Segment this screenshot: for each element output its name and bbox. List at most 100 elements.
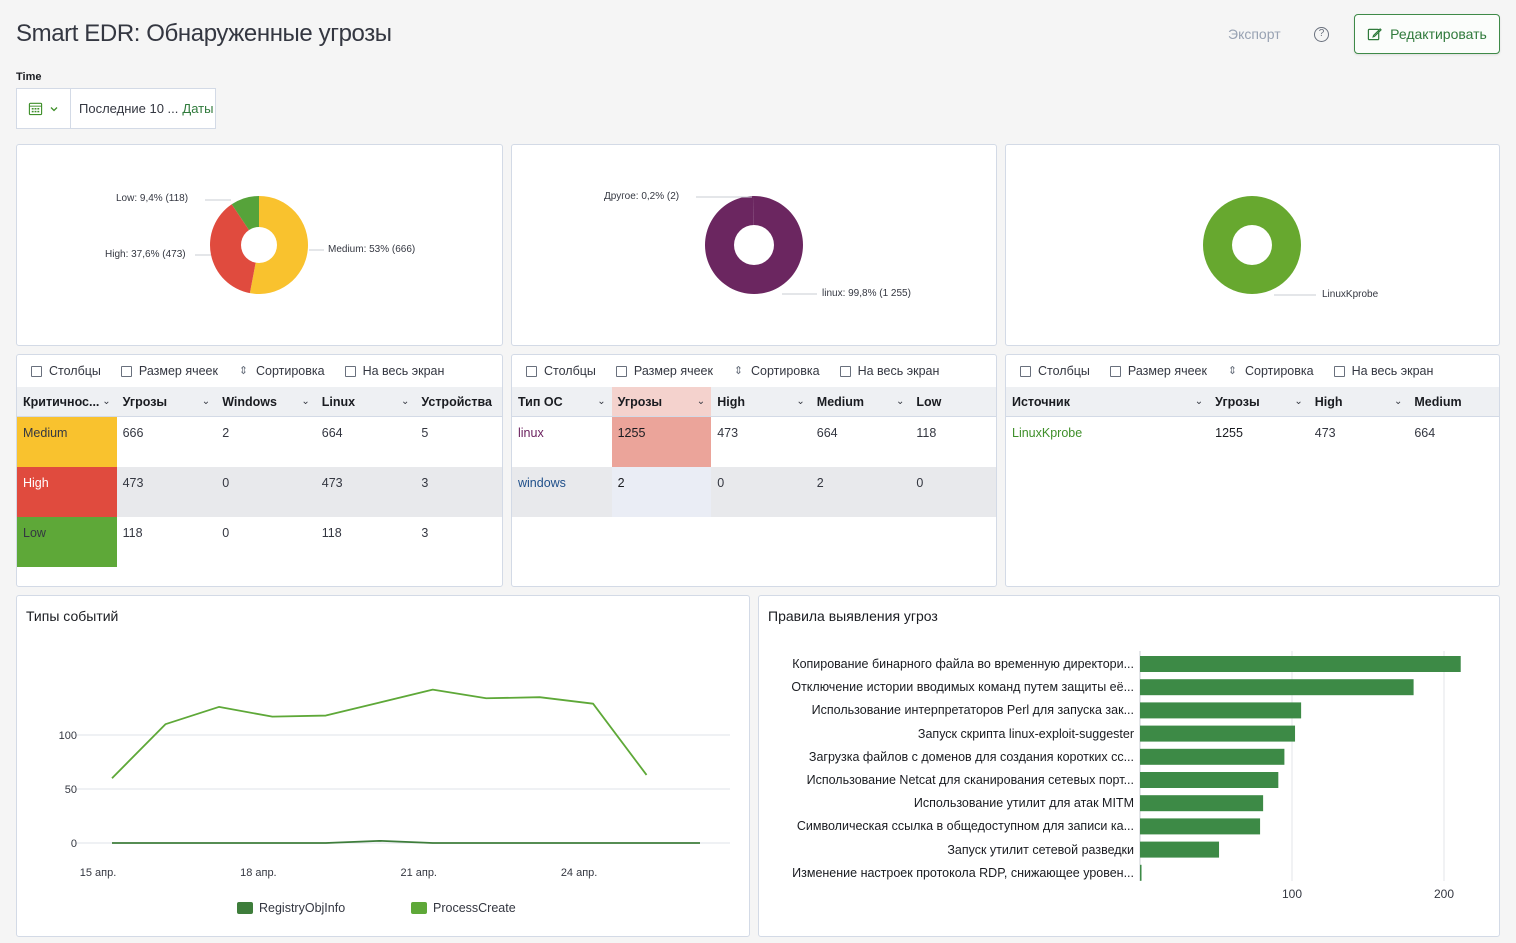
- donut-hole: [1232, 225, 1272, 265]
- pie-panel-severity: Low: 9,4% (118) High: 37,6% (473) Medium…: [16, 144, 503, 346]
- legend-swatch[interactable]: [237, 902, 253, 914]
- fullscreen-icon: [344, 365, 356, 377]
- column-header-label: Low: [916, 394, 942, 409]
- severity-cell[interactable]: High: [17, 467, 117, 517]
- help-icon[interactable]: ?: [1314, 27, 1329, 42]
- column-header[interactable]: Тип ОС ⌄: [512, 387, 612, 416]
- bar-category-label: Использование интерпретаторов Perl для з…: [811, 703, 1134, 718]
- column-header[interactable]: Источник ⌄: [1006, 387, 1209, 416]
- columns-label: Столбцы: [544, 364, 596, 378]
- severity-cell[interactable]: Medium: [17, 417, 117, 467]
- columns-label: Столбцы: [49, 364, 101, 378]
- columns-button[interactable]: Столбцы: [526, 364, 596, 378]
- bar[interactable]: [1140, 725, 1296, 742]
- column-header[interactable]: Windows ⌄: [216, 387, 316, 416]
- column-header[interactable]: High ⌄: [711, 387, 811, 416]
- pie-slice[interactable]: [210, 204, 259, 294]
- columns-label: Столбцы: [1038, 364, 1090, 378]
- donut-hole: [241, 227, 277, 263]
- line-chart-title: Типы событий: [26, 608, 119, 624]
- edit-button-label: Редактировать: [1390, 26, 1487, 42]
- line-chart: 0 50 100 15 апр. 18 апр. 21 апр. 24 апр. Regis…: [59, 688, 730, 915]
- cell-size-icon: [1109, 365, 1121, 377]
- sort-label: Сортировка: [255, 364, 325, 378]
- column-header[interactable]: Критичнос... ⌄: [17, 387, 117, 416]
- column-header[interactable]: Угрозы ⌄: [117, 387, 217, 416]
- columns-icon: [1020, 365, 1031, 377]
- chevron-down-icon: ⌄: [400, 396, 410, 407]
- fullscreen-button[interactable]: На весь экран: [344, 364, 444, 378]
- table-row: linux 1255 473 664 118: [512, 417, 996, 467]
- chevron-down-icon: ⌄: [696, 396, 706, 407]
- table-cell: 473: [321, 476, 343, 490]
- columns-button[interactable]: Столбцы: [1020, 364, 1090, 378]
- table-cell: 664: [1414, 426, 1436, 440]
- bar[interactable]: [1140, 656, 1461, 672]
- column-header[interactable]: Medium ⌄: [811, 387, 911, 416]
- sort-button[interactable]: ⇕ Сортировка: [238, 364, 325, 378]
- bar-category-label: Символическая ссылка в общедоступном для…: [796, 819, 1134, 834]
- edit-button[interactable]: Редактировать: [1354, 14, 1500, 54]
- cell-size-button[interactable]: Размер ячеек: [120, 364, 218, 378]
- x-tick-label: 100: [1282, 887, 1302, 901]
- bar-category-label: Использование утилит для атак MITM: [913, 796, 1134, 811]
- line-chart-axis: 0 50 100 15 апр. 18 апр. 21 апр. 24 апр.: [59, 730, 598, 879]
- pie-slices: [210, 196, 308, 294]
- bar[interactable]: [1140, 841, 1220, 858]
- bar-chart-panel: Правила выявления угроз 100 200 Копирован…: [758, 595, 1500, 937]
- table-cell: 0: [717, 476, 725, 490]
- line-chart-grid: [75, 734, 730, 844]
- columns-button[interactable]: Столбцы: [31, 364, 101, 378]
- x-tick-label: 15 апр.: [80, 867, 117, 879]
- pie-chart-source: [1203, 196, 1316, 296]
- table-cell: 118: [321, 526, 342, 540]
- calendar-icon: [28, 102, 43, 116]
- legend-swatch[interactable]: [411, 902, 427, 914]
- bar[interactable]: [1140, 702, 1302, 719]
- bar[interactable]: [1140, 818, 1261, 835]
- bar[interactable]: [1140, 679, 1414, 696]
- table-cell: 473: [717, 426, 739, 440]
- dates-link[interactable]: Даты: [182, 101, 214, 116]
- pie-label-linuxkprobe: LinuxKprobe: [1322, 289, 1379, 300]
- bar-category-label: Использование Netcat для сканирования се…: [806, 773, 1134, 787]
- source-link[interactable]: LinuxKprobe: [1012, 426, 1083, 440]
- fullscreen-button[interactable]: На весь экран: [1333, 364, 1433, 378]
- column-header[interactable]: Устройства: [415, 387, 502, 416]
- time-range[interactable]: Последние 10 ... Даты: [71, 101, 213, 116]
- legend-label[interactable]: RegistryObjInfo: [259, 901, 345, 915]
- time-picker: Последние 10 ... Даты: [16, 88, 216, 129]
- series-line[interactable]: [112, 839, 700, 844]
- cell-size-button[interactable]: Размер ячеек: [1109, 364, 1207, 378]
- table-cell: 3: [421, 526, 429, 540]
- cell-size-button[interactable]: Размер ячеек: [615, 364, 713, 378]
- column-header[interactable]: Medium: [1408, 387, 1499, 416]
- bar[interactable]: [1140, 748, 1285, 765]
- os-link[interactable]: linux: [518, 426, 544, 440]
- pie-slice[interactable]: [249, 196, 308, 294]
- column-header-label: Medium: [1414, 394, 1462, 409]
- series-line[interactable]: [111, 688, 648, 779]
- calendar-dropdown[interactable]: [17, 89, 71, 128]
- severity-cell[interactable]: Low: [17, 517, 117, 567]
- sort-button[interactable]: ⇕ Сортировка: [733, 364, 820, 378]
- fullscreen-button[interactable]: На весь экран: [839, 364, 939, 378]
- column-header[interactable]: Linux ⌄: [316, 387, 416, 416]
- legend-label[interactable]: ProcessCreate: [433, 901, 516, 915]
- line-chart-legend: RegistryObjInfo ProcessCreate: [237, 901, 516, 915]
- column-header[interactable]: Low: [910, 387, 996, 416]
- pie-chart-severity: [195, 196, 324, 294]
- bar[interactable]: [1140, 772, 1279, 788]
- sort-button[interactable]: ⇕ Сортировка: [1227, 364, 1314, 378]
- bar[interactable]: [1140, 795, 1264, 812]
- export-button[interactable]: Экспорт: [1228, 26, 1281, 42]
- bar[interactable]: [1140, 864, 1142, 881]
- column-header[interactable]: Угрозы ⌄: [1209, 387, 1309, 416]
- column-header[interactable]: Угрозы ⌄: [611, 387, 712, 416]
- table-cell: 666: [122, 426, 144, 440]
- table-cell: 5: [421, 426, 429, 440]
- column-header-label: Угрозы: [122, 394, 168, 409]
- column-header[interactable]: High ⌄: [1309, 387, 1409, 416]
- os-link[interactable]: windows: [518, 476, 566, 490]
- x-tick-label: 24 апр.: [561, 867, 598, 879]
